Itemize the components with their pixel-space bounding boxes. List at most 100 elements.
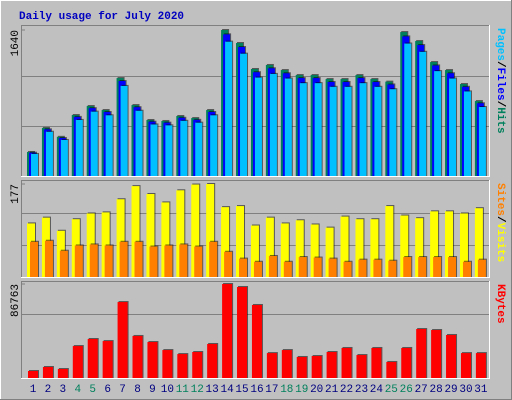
bar — [209, 241, 218, 277]
bar-group — [295, 219, 305, 277]
x-tick-label: 28 — [430, 384, 443, 396]
bar — [42, 367, 53, 378]
bar-group — [176, 189, 186, 277]
bar — [400, 215, 409, 277]
bar-group — [240, 52, 249, 176]
bar — [374, 86, 382, 176]
bar-group — [102, 340, 114, 378]
x-tick-label: 19 — [295, 384, 308, 396]
bar — [280, 223, 289, 277]
bar-group — [162, 349, 174, 378]
bar-group — [206, 183, 216, 277]
bar-group — [210, 114, 219, 176]
bar — [314, 83, 322, 176]
x-tick-label: 23 — [355, 384, 368, 396]
bar-group — [87, 337, 99, 378]
bar-group — [134, 240, 144, 277]
bar-group — [311, 355, 323, 378]
bar-group — [254, 76, 263, 176]
bar-group — [459, 212, 469, 277]
bar-group — [445, 210, 455, 277]
bar — [60, 139, 68, 176]
bar — [418, 257, 427, 277]
x-tick-label: 7 — [119, 384, 126, 396]
x-tick-label: 12 — [191, 384, 204, 396]
bar — [117, 302, 128, 378]
bar — [373, 259, 382, 277]
bar-group — [237, 285, 249, 378]
bar — [236, 206, 245, 277]
bar — [131, 186, 140, 277]
bar-group — [209, 240, 219, 277]
bar-group — [299, 82, 308, 176]
bar-group — [225, 40, 234, 176]
bar — [474, 208, 483, 277]
bar — [87, 338, 98, 378]
bar — [192, 351, 203, 378]
legend-entry: Hits — [494, 107, 506, 133]
bar — [281, 350, 292, 378]
bar-group — [116, 198, 126, 277]
bar-group — [474, 207, 484, 277]
bar — [162, 350, 173, 378]
bar-group — [431, 329, 443, 378]
bar-group — [268, 254, 278, 277]
bar — [104, 245, 113, 277]
bar — [222, 284, 233, 378]
bar-group — [341, 346, 353, 378]
bar-group — [340, 215, 350, 277]
bar — [404, 43, 412, 176]
bar — [310, 224, 319, 277]
bar — [445, 211, 454, 277]
x-tick-label: 14 — [220, 384, 234, 396]
bar — [164, 245, 173, 277]
bar — [477, 259, 486, 277]
bar-group — [370, 218, 380, 277]
bar — [116, 199, 125, 277]
bar-group — [250, 224, 260, 277]
bar-group — [251, 303, 263, 378]
bar — [120, 85, 128, 176]
bar — [74, 245, 83, 277]
bar — [240, 53, 248, 176]
bar — [237, 286, 248, 378]
x-tick-label: 31 — [474, 384, 488, 396]
bar-group — [105, 114, 114, 176]
bar — [195, 122, 203, 176]
x-tick-label: 25 — [385, 384, 398, 396]
bar — [325, 227, 334, 277]
bar — [206, 184, 215, 277]
bar-group — [180, 119, 189, 176]
x-tick-label: 29 — [444, 384, 457, 396]
bar-group — [358, 258, 368, 277]
bar — [161, 202, 170, 277]
bar — [150, 124, 158, 176]
bar — [389, 89, 397, 176]
bar — [225, 41, 233, 176]
bar — [478, 107, 486, 176]
x-tick-label: 30 — [459, 384, 472, 396]
bar-group — [284, 77, 293, 176]
bar-group — [462, 260, 472, 277]
x-tick-label: 10 — [161, 384, 174, 396]
bar — [102, 341, 113, 378]
bar — [89, 244, 98, 277]
bar — [194, 246, 203, 277]
y-tick-label: 177 — [10, 184, 22, 204]
bar — [135, 110, 143, 176]
bar — [254, 77, 262, 176]
bar-group — [45, 130, 54, 176]
legend-entry: Pages — [494, 28, 506, 61]
bar — [119, 241, 128, 277]
legend-entry: Visits — [494, 223, 506, 263]
bar-group — [44, 239, 54, 277]
bar — [460, 353, 471, 378]
bar-group — [314, 82, 323, 176]
bar-group — [400, 214, 410, 277]
bar — [72, 346, 83, 378]
bar — [147, 342, 158, 378]
bar-group — [117, 301, 129, 378]
bar — [283, 261, 292, 277]
bar-group — [434, 70, 443, 176]
